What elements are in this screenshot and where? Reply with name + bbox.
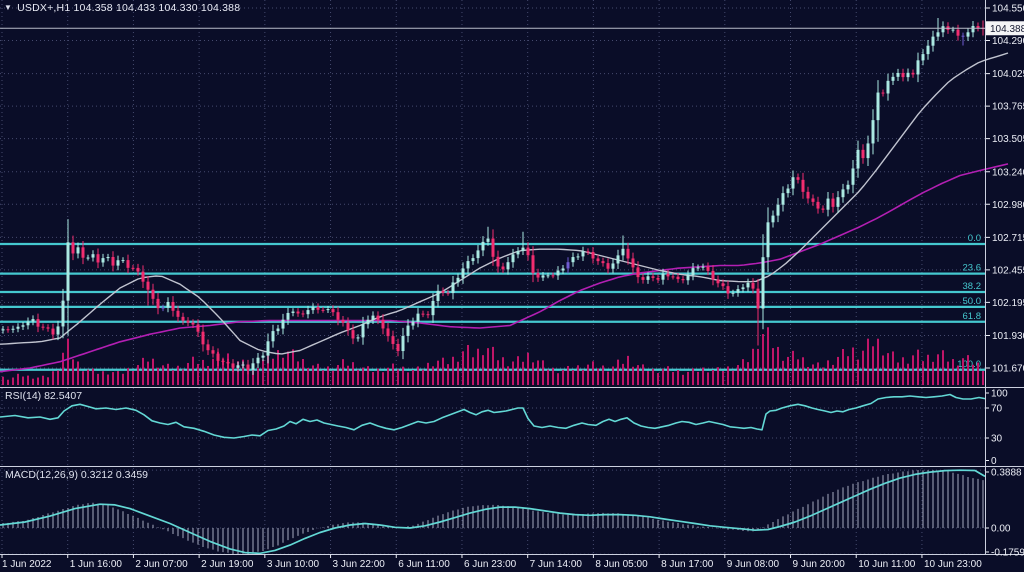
svg-text:100: 100 [991,389,1008,400]
svg-text:101.670: 101.670 [992,364,1024,375]
time-axis[interactable] [0,555,1024,572]
macd-indicator-label: MACD(12,26,9) 0.3212 0.3459 [5,469,149,481]
svg-text:103.765: 103.765 [992,102,1024,113]
symbol-ohlc-text: USDX+,H1 104.358 104.433 104.330 104.388 [17,2,241,14]
svg-text:101.930: 101.930 [992,331,1024,342]
svg-text:102.715: 102.715 [992,233,1024,244]
svg-text:104.388: 104.388 [990,24,1024,35]
svg-text:104.550: 104.550 [992,4,1024,15]
price-axis[interactable] [986,0,1024,554]
svg-text:104.025: 104.025 [992,69,1024,80]
price-axis-labels [986,7,990,553]
svg-text:103.505: 103.505 [992,134,1024,145]
ma-gray-line [0,52,1009,355]
svg-text:103.240: 103.240 [992,167,1024,178]
svg-text:-0.1759: -0.1759 [991,548,1024,559]
svg-text:38.2: 38.2 [963,281,982,292]
svg-text:104.290: 104.290 [992,36,1024,47]
symbol-marker-icon[interactable]: ▼ [4,3,13,12]
svg-text:1 Jun 16:00: 1 Jun 16:00 [70,559,123,570]
svg-text:9 Jun 20:00: 9 Jun 20:00 [793,559,846,570]
svg-text:0.0: 0.0 [968,233,981,244]
svg-text:50.0: 50.0 [963,296,982,307]
svg-text:7 Jun 14:00: 7 Jun 14:00 [530,559,583,570]
svg-text:9 Jun 08:00: 9 Jun 08:00 [727,559,780,570]
svg-text:10 Jun 11:00: 10 Jun 11:00 [858,559,916,570]
chart-header: ▼ USDX+,H1 104.358 104.433 104.330 104.3… [4,2,240,14]
svg-text:100.0: 100.0 [957,359,981,370]
volume-bars [2,327,984,385]
svg-text:2 Jun 07:00: 2 Jun 07:00 [135,559,188,570]
macd-histogram [2,469,984,555]
svg-text:3 Jun 10:00: 3 Jun 10:00 [267,559,320,570]
rsi-indicator-label: RSI(14) 82.5407 [5,390,83,402]
candles [1,18,985,375]
svg-text:10 Jun 23:00: 10 Jun 23:00 [924,559,982,570]
time-axis-labels [1,554,923,558]
svg-text:0: 0 [991,456,997,467]
macd-signal-line [0,469,986,555]
svg-text:0.3888: 0.3888 [991,468,1022,479]
svg-text:1 Jun 2022: 1 Jun 2022 [2,559,52,570]
svg-text:0.00: 0.00 [991,524,1011,535]
svg-text:8 Jun 05:00: 8 Jun 05:00 [595,559,648,570]
svg-text:30: 30 [991,434,1003,445]
rsi-line [0,393,986,439]
ma-magenta-line [0,163,1009,373]
svg-text:2 Jun 19:00: 2 Jun 19:00 [201,559,254,570]
svg-text:102.455: 102.455 [992,265,1024,276]
svg-text:61.8: 61.8 [963,311,982,322]
svg-text:102.195: 102.195 [992,298,1024,309]
svg-text:102.980: 102.980 [992,200,1024,211]
svg-text:8 Jun 17:00: 8 Jun 17:00 [661,559,714,570]
current-price-badge [986,21,1024,36]
svg-text:3 Jun 22:00: 3 Jun 22:00 [333,559,386,570]
svg-text:70: 70 [991,404,1003,415]
svg-text:6 Jun 23:00: 6 Jun 23:00 [464,559,517,570]
svg-text:23.6: 23.6 [963,263,982,274]
svg-text:6 Jun 11:00: 6 Jun 11:00 [398,559,450,570]
